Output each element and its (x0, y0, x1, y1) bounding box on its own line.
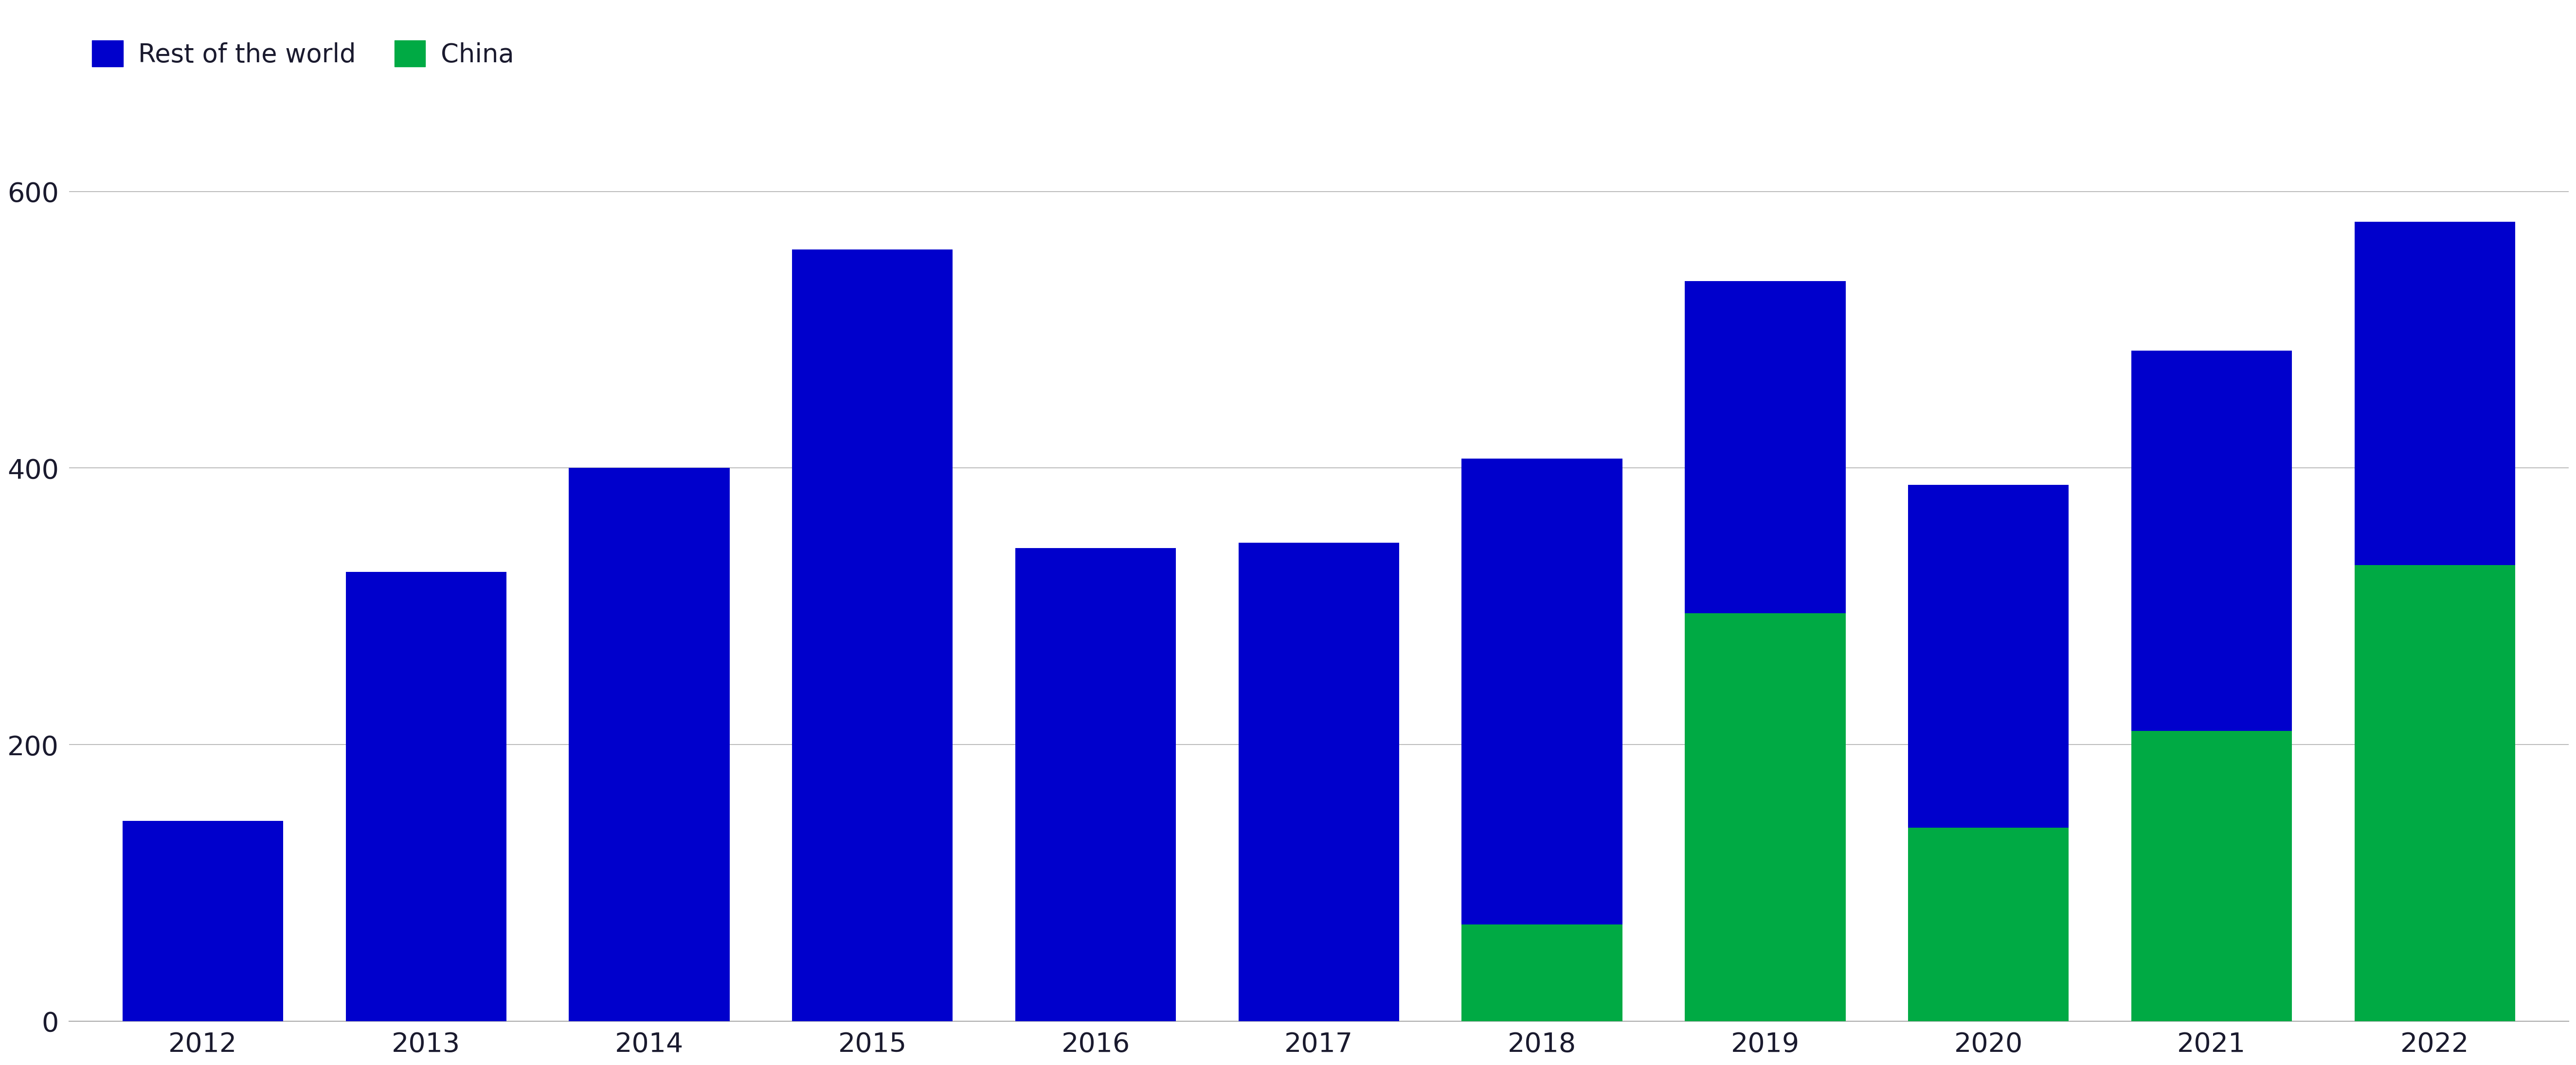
Bar (2354, 564, 2514, 1021)
Bar (1909, 828, 2069, 1021)
Bar (124, 821, 283, 1021)
Bar (1461, 924, 1623, 1021)
Bar (1461, 458, 1623, 924)
Bar (2130, 731, 2293, 1021)
Bar (2354, 222, 2514, 564)
Bar (345, 572, 507, 1021)
Bar (1685, 613, 1844, 1021)
Legend: Rest of the world, China: Rest of the world, China (82, 30, 526, 78)
Bar (2130, 350, 2293, 731)
Bar (1015, 548, 1177, 1021)
Bar (791, 249, 953, 1021)
Bar (1239, 543, 1399, 1021)
Bar (569, 468, 729, 1021)
Bar (1685, 281, 1844, 613)
Bar (1909, 485, 2069, 828)
